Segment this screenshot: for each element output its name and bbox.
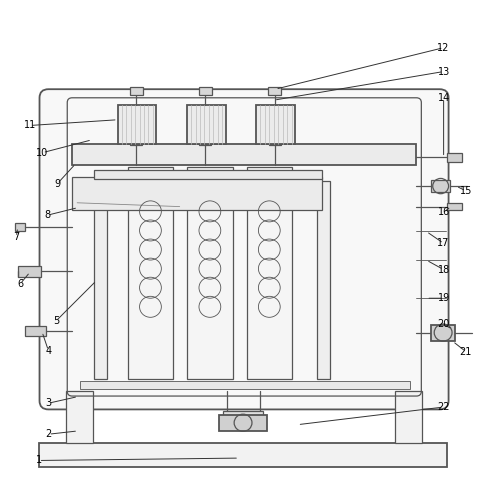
Bar [18, 266, 40, 277]
Bar [247, 167, 292, 379]
Bar [80, 381, 410, 389]
Text: 1: 1 [35, 456, 42, 466]
Bar [187, 106, 226, 144]
Bar [447, 153, 462, 162]
Bar [431, 325, 455, 341]
Bar [95, 170, 322, 179]
Bar [72, 144, 416, 165]
Text: 2: 2 [45, 429, 52, 439]
Text: 14: 14 [438, 93, 450, 103]
Text: 7: 7 [13, 232, 19, 242]
Bar [25, 326, 46, 336]
Bar [223, 411, 263, 417]
Bar [72, 178, 322, 210]
Bar [66, 391, 93, 443]
Bar [199, 87, 212, 96]
Text: 10: 10 [36, 148, 49, 157]
Text: 5: 5 [53, 316, 59, 326]
Bar [268, 87, 281, 96]
Text: 16: 16 [438, 207, 450, 217]
Text: 6: 6 [17, 279, 23, 289]
Text: 4: 4 [45, 346, 51, 356]
Text: 21: 21 [460, 347, 472, 357]
Text: 12: 12 [437, 43, 450, 53]
Text: 22: 22 [437, 402, 450, 412]
Text: 13: 13 [438, 67, 450, 76]
Bar [317, 181, 330, 379]
Bar [256, 106, 295, 144]
Text: 17: 17 [437, 239, 450, 248]
Bar [395, 391, 422, 443]
Bar [431, 180, 450, 192]
Bar [38, 443, 447, 467]
Text: 8: 8 [44, 210, 50, 220]
FancyBboxPatch shape [39, 89, 449, 409]
Text: 15: 15 [460, 186, 472, 196]
Bar [15, 223, 25, 231]
Bar [219, 415, 267, 431]
Bar [118, 106, 156, 144]
Text: 9: 9 [54, 179, 60, 189]
Text: 18: 18 [438, 264, 450, 275]
Text: 11: 11 [24, 120, 36, 131]
Bar [447, 203, 462, 210]
Bar [187, 167, 233, 379]
Bar [95, 181, 108, 379]
Text: 3: 3 [45, 398, 51, 408]
Bar [127, 167, 173, 379]
Bar [129, 87, 142, 96]
Text: 19: 19 [438, 293, 450, 303]
Text: 20: 20 [437, 320, 450, 329]
